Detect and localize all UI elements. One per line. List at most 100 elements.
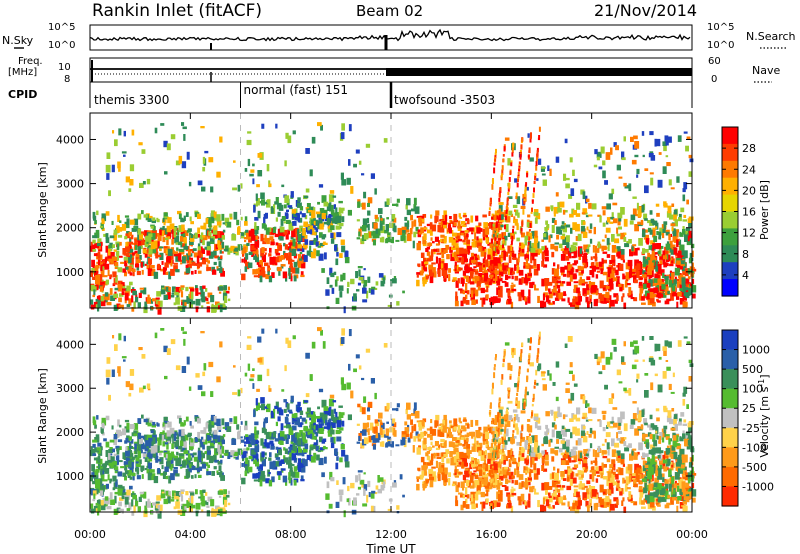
echo-cell bbox=[202, 167, 206, 172]
echo-cell bbox=[566, 281, 572, 286]
echo-cell bbox=[488, 253, 493, 259]
echo-cell bbox=[676, 176, 680, 183]
echo-cell bbox=[335, 411, 338, 419]
echo-cell bbox=[417, 263, 421, 267]
echo-cell bbox=[169, 464, 173, 470]
echo-cell bbox=[633, 135, 638, 140]
echo-cell bbox=[169, 295, 175, 298]
echo-cell bbox=[392, 422, 397, 428]
echo-cell bbox=[443, 210, 447, 216]
echo-cell bbox=[677, 135, 682, 142]
echo-cell bbox=[469, 281, 475, 285]
echo-cell bbox=[331, 287, 335, 294]
echo-cell bbox=[341, 179, 347, 186]
echo-cell bbox=[476, 440, 479, 445]
echo-cell bbox=[309, 417, 312, 421]
echo-cell bbox=[455, 247, 460, 255]
echo-cell bbox=[165, 271, 169, 275]
echo-cell bbox=[159, 457, 164, 465]
echo-cell bbox=[616, 233, 621, 237]
echo-cell bbox=[622, 259, 625, 263]
echo-cell bbox=[620, 232, 625, 240]
echo-cell bbox=[167, 440, 171, 444]
echo-cell bbox=[112, 130, 115, 134]
echo-cell bbox=[221, 213, 225, 221]
echo-cell bbox=[634, 224, 639, 232]
echo-cell bbox=[655, 260, 658, 267]
echo-cell bbox=[473, 253, 477, 258]
echo-cell bbox=[113, 232, 117, 241]
echo-cell bbox=[464, 266, 469, 271]
echo-cell bbox=[197, 468, 201, 473]
echo-cell bbox=[483, 277, 488, 282]
echo-cell bbox=[155, 303, 159, 307]
echo-cell bbox=[493, 222, 497, 230]
echo-cell bbox=[204, 258, 209, 262]
echo-cell bbox=[632, 244, 637, 247]
echo-cell bbox=[482, 270, 485, 274]
echo-cell bbox=[237, 389, 240, 397]
echo-cell bbox=[678, 213, 682, 218]
echo-cell bbox=[432, 249, 437, 252]
echo-cell bbox=[543, 292, 548, 298]
echo-cell bbox=[509, 171, 512, 174]
echo-cell bbox=[201, 235, 206, 238]
echo-cell bbox=[633, 275, 637, 283]
echo-cell bbox=[375, 438, 380, 443]
echo-cell bbox=[157, 468, 160, 474]
echo-cell bbox=[482, 435, 487, 442]
echo-cell bbox=[260, 192, 265, 199]
echo-cell bbox=[173, 302, 177, 306]
echo-cell bbox=[129, 467, 134, 473]
echo-cell bbox=[657, 250, 661, 255]
echo-cell bbox=[365, 143, 371, 148]
echo-cell bbox=[117, 457, 119, 465]
echo-cell bbox=[340, 208, 344, 214]
echo-cell bbox=[665, 231, 670, 236]
echo-cell bbox=[621, 249, 625, 255]
echo-cell bbox=[158, 450, 164, 453]
echo-cell bbox=[335, 429, 341, 435]
echo-cell bbox=[298, 233, 302, 242]
echo-cell bbox=[663, 262, 666, 268]
echo-cell bbox=[284, 244, 288, 250]
echo-cell bbox=[481, 299, 484, 307]
echo-cell bbox=[125, 446, 128, 451]
echo-cell bbox=[243, 451, 247, 458]
echo-cell bbox=[372, 240, 376, 246]
echo-cell bbox=[141, 414, 144, 419]
echo-cell bbox=[130, 461, 134, 469]
echo-cell bbox=[100, 269, 105, 278]
echo-cell bbox=[201, 439, 206, 442]
echo-cell bbox=[218, 449, 222, 455]
echo-cell bbox=[532, 265, 537, 269]
echo-cell bbox=[374, 287, 378, 290]
echo-cell bbox=[670, 187, 675, 190]
echo-cell bbox=[301, 442, 305, 446]
echo-cell bbox=[233, 247, 239, 252]
echo-cell bbox=[95, 475, 99, 478]
echo-cell bbox=[490, 277, 495, 283]
echo-cell bbox=[437, 429, 441, 437]
echo-cell bbox=[489, 198, 492, 202]
echo-cell bbox=[365, 224, 368, 228]
echo-cell bbox=[400, 235, 404, 242]
echo-cell bbox=[387, 304, 392, 307]
echo-cell bbox=[156, 495, 162, 501]
echo-cell bbox=[297, 452, 301, 456]
echo-cell bbox=[180, 244, 184, 248]
echo-cell bbox=[94, 424, 97, 429]
echo-cell bbox=[150, 473, 156, 481]
echo-cell bbox=[170, 268, 175, 276]
echo-cell bbox=[455, 440, 460, 443]
echo-cell bbox=[538, 158, 542, 165]
echo-cell bbox=[257, 210, 261, 219]
echo-cell bbox=[430, 214, 433, 219]
echo-cell bbox=[511, 282, 514, 285]
echo-cell bbox=[436, 456, 442, 459]
echo-cell bbox=[339, 291, 343, 298]
echo-cell bbox=[464, 290, 468, 293]
echo-cell bbox=[319, 447, 325, 451]
echo-cell bbox=[245, 466, 250, 474]
